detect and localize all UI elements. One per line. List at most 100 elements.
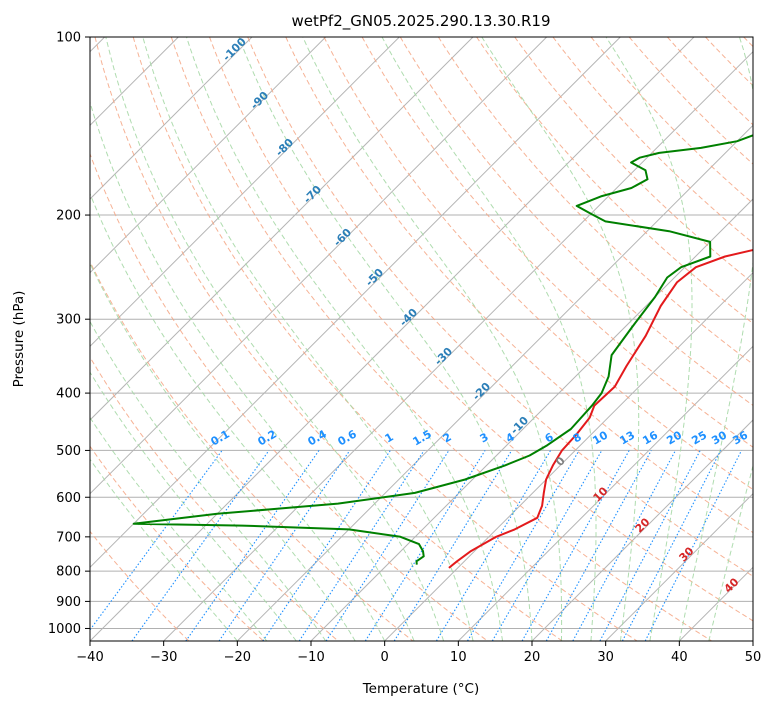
mixing-ratio-label: 1.5	[411, 427, 434, 448]
dry-adiabat-line	[19, 37, 413, 641]
dry-adiabat-label: -20	[470, 380, 493, 403]
mixing-ratio-line	[299, 450, 424, 641]
mixing-ratio-label: 16	[640, 428, 660, 447]
mixing-ratio-line	[326, 450, 449, 641]
isotherm-line	[0, 37, 547, 641]
chart-title: wetPf2_GN05.2025.290.13.30.R19	[291, 12, 550, 31]
x-tick-label: 0	[381, 650, 389, 665]
dry-adiabat-line	[362, 37, 775, 641]
dry-adiabat-label: -50	[363, 266, 386, 289]
x-tick-label: −10	[297, 650, 324, 665]
dry-adiabat-line	[133, 37, 637, 641]
moist-adiabat-line	[382, 37, 596, 641]
dry-adiabat-line	[706, 37, 775, 641]
dry-adiabat-line	[0, 37, 189, 641]
temperature-line	[449, 37, 775, 568]
x-tick-label: 10	[450, 650, 467, 665]
moist-adiabat-line	[21, 37, 355, 641]
mixing-ratio-line	[82, 450, 222, 641]
mixing-ratio-label: 0.2	[256, 427, 279, 448]
dry-adiabat-label: -90	[248, 89, 271, 112]
mixing-ratio-label: 3	[478, 430, 491, 445]
mixing-ratio-label: 0.4	[306, 427, 330, 448]
isotherm-line	[458, 37, 775, 641]
y-tick-label: 1000	[48, 622, 81, 637]
isobar-grid	[90, 37, 753, 628]
moist-adiabat-line	[606, 37, 692, 641]
x-tick-label: −30	[150, 650, 177, 665]
dry-adiabat-line	[0, 37, 338, 641]
isotherm-line	[753, 37, 775, 641]
y-tick-label: 400	[56, 387, 81, 402]
moist-adiabat-label: 20	[633, 515, 653, 535]
moist-adiabat-line	[0, 37, 326, 641]
y-tick-label: 600	[56, 491, 81, 506]
dry-adiabat-line	[0, 37, 264, 641]
moist-adiabat-label: 30	[677, 544, 697, 564]
mixing-ratio-grid	[82, 450, 742, 641]
dry-adiabat-grid	[0, 37, 775, 641]
dry-adiabat-label: -60	[331, 226, 354, 249]
y-tick-label: 300	[56, 313, 81, 328]
dry-adiabat-label: -100	[220, 35, 249, 64]
y-tick-label: 900	[56, 595, 81, 610]
isotherm-line	[532, 37, 775, 641]
x-tick-label: −20	[224, 650, 251, 665]
y-tick-label: 500	[56, 444, 81, 459]
mixing-ratio-line	[394, 450, 512, 641]
mixing-ratio-label: 30	[709, 428, 729, 447]
dry-adiabat-line	[438, 37, 775, 641]
isotherm-line	[679, 37, 775, 641]
dry-adiabat-label: 0	[553, 454, 568, 469]
y-tick-label: 800	[56, 565, 81, 580]
moist-adiabat-line	[106, 37, 444, 641]
dry-adiabat-label: -70	[301, 183, 324, 206]
moist-adiabat-grid	[0, 37, 775, 641]
mixing-ratio-label: 10	[590, 428, 610, 447]
mixing-ratio-label: 2	[441, 430, 454, 445]
y-axis-ticks: 100 200 300 400 500 600 700 800 900 1000	[48, 31, 90, 637]
moist-adiabat-label: 10	[591, 484, 611, 504]
dewpoint-line	[134, 37, 775, 565]
y-tick-label: 700	[56, 530, 81, 545]
mixing-ratio-label: 36	[730, 428, 750, 447]
mixing-ratio-line	[522, 450, 629, 641]
dry-adiabat-label: -30	[432, 345, 455, 368]
y-tick-label: 200	[56, 209, 81, 224]
moist-adiabat-line	[187, 37, 503, 641]
dry-adiabat-label: -80	[273, 136, 296, 159]
mixing-ratio-label: 0.6	[336, 427, 360, 448]
dry-adiabat-label: -40	[397, 306, 420, 329]
x-axis-label: Temperature (°C)	[362, 681, 480, 697]
mixing-ratio-line	[546, 450, 651, 641]
isotherm-line	[0, 37, 326, 641]
isotherm-grid	[0, 37, 775, 641]
x-tick-label: 20	[524, 650, 541, 665]
dry-adiabat-line	[744, 37, 775, 641]
mixing-ratio-line	[263, 450, 391, 641]
y-tick-label: 100	[56, 31, 81, 46]
moist-adiabat-line	[303, 37, 562, 641]
isotherm-line	[385, 37, 775, 641]
mixing-ratio-label: 1	[383, 430, 396, 445]
x-tick-label: −40	[76, 650, 103, 665]
isotherm-line	[0, 37, 399, 641]
isotherm-line	[90, 37, 694, 641]
y-axis-label: Pressure (hPa)	[11, 291, 27, 388]
isotherm-line	[164, 37, 768, 641]
profile-series	[134, 37, 775, 568]
mixing-ratio-label: 20	[664, 428, 684, 447]
x-tick-label: 50	[745, 650, 762, 665]
reference-line-labels: -100-90-80-70-60-50-40-30-20-10010203040…	[209, 35, 751, 596]
skewt-chart: wetPf2_GN05.2025.290.13.30.R19 -100 -90 -8…	[0, 0, 775, 708]
x-axis-ticks: −40 −30 −20 −10 0 10 20 30 40 50	[76, 641, 761, 665]
x-tick-label: 30	[597, 650, 614, 665]
mixing-ratio-label: 13	[617, 429, 637, 448]
x-tick-label: 40	[671, 650, 688, 665]
mixing-ratio-label: 25	[689, 429, 709, 448]
isotherm-line	[0, 37, 252, 641]
moist-adiabat-line	[0, 37, 237, 641]
isotherm-line	[311, 37, 775, 641]
isotherm-line	[16, 37, 620, 641]
moist-adiabat-line	[239, 37, 532, 641]
